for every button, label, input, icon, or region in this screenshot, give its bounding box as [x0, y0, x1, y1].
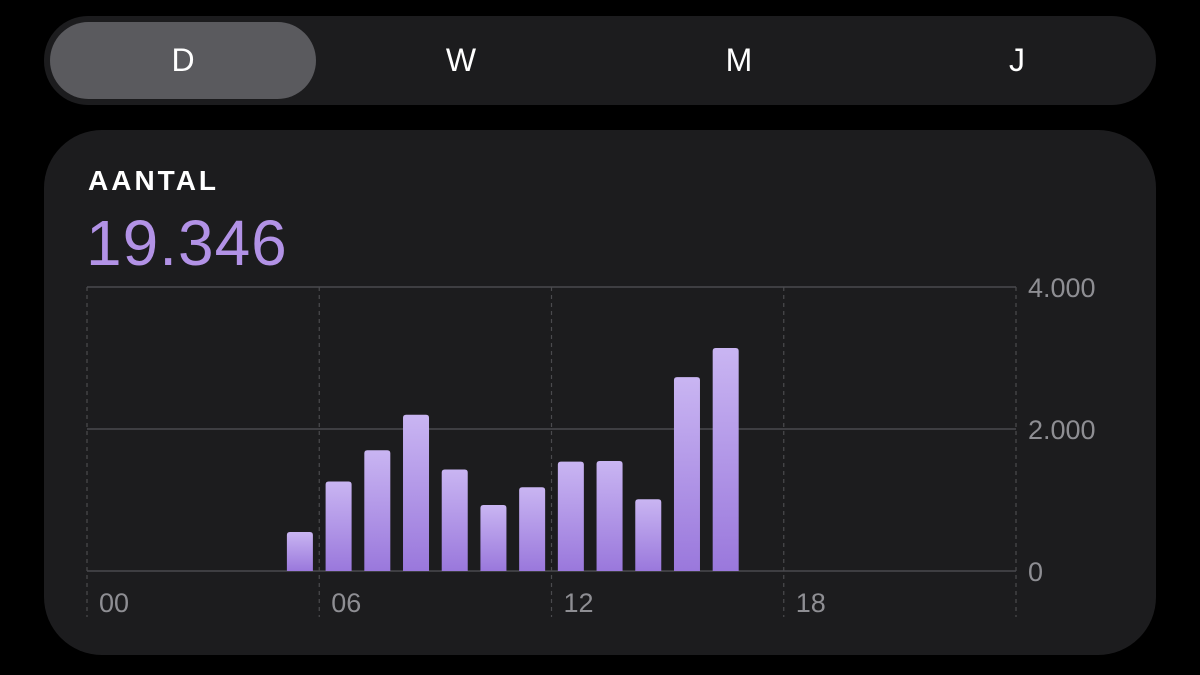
bar-hour-16[interactable]	[712, 348, 739, 571]
metric-value: 19.346	[86, 207, 288, 279]
segment-week-label: W	[445, 42, 477, 78]
x-tick-label: 00	[99, 588, 129, 618]
bar-hour-08[interactable]	[403, 414, 430, 571]
bar-hour-15[interactable]	[673, 377, 700, 571]
bar-hour-14[interactable]	[635, 499, 662, 571]
segment-month[interactable]: M	[600, 16, 878, 105]
x-tick-label: 06	[331, 588, 361, 618]
bar-hour-05[interactable]	[286, 531, 313, 571]
bar-hour-13[interactable]	[596, 460, 623, 571]
metric-label: AANTAL	[88, 165, 220, 196]
x-tick-label: 12	[564, 588, 594, 618]
segment-day[interactable]: D	[44, 16, 322, 105]
segment-day-label: D	[171, 42, 195, 78]
x-tick-label: 18	[796, 588, 826, 618]
bar-hour-10[interactable]	[480, 504, 507, 571]
y-tick-label: 4.000	[1028, 273, 1096, 303]
bar-hour-12[interactable]	[557, 461, 584, 571]
segment-month-label: M	[725, 42, 753, 78]
period-segmented-control: D W M J	[44, 16, 1156, 105]
segment-year-label: J	[1009, 42, 1025, 78]
segment-week[interactable]: W	[322, 16, 600, 105]
bar-hour-06[interactable]	[325, 481, 352, 571]
bar-hour-07[interactable]	[364, 450, 391, 571]
y-tick-label: 0	[1028, 557, 1043, 587]
y-tick-label: 2.000	[1028, 415, 1096, 445]
bar-hour-11[interactable]	[519, 487, 546, 571]
bar-hour-09[interactable]	[441, 469, 468, 571]
segment-year[interactable]: J	[878, 16, 1156, 105]
